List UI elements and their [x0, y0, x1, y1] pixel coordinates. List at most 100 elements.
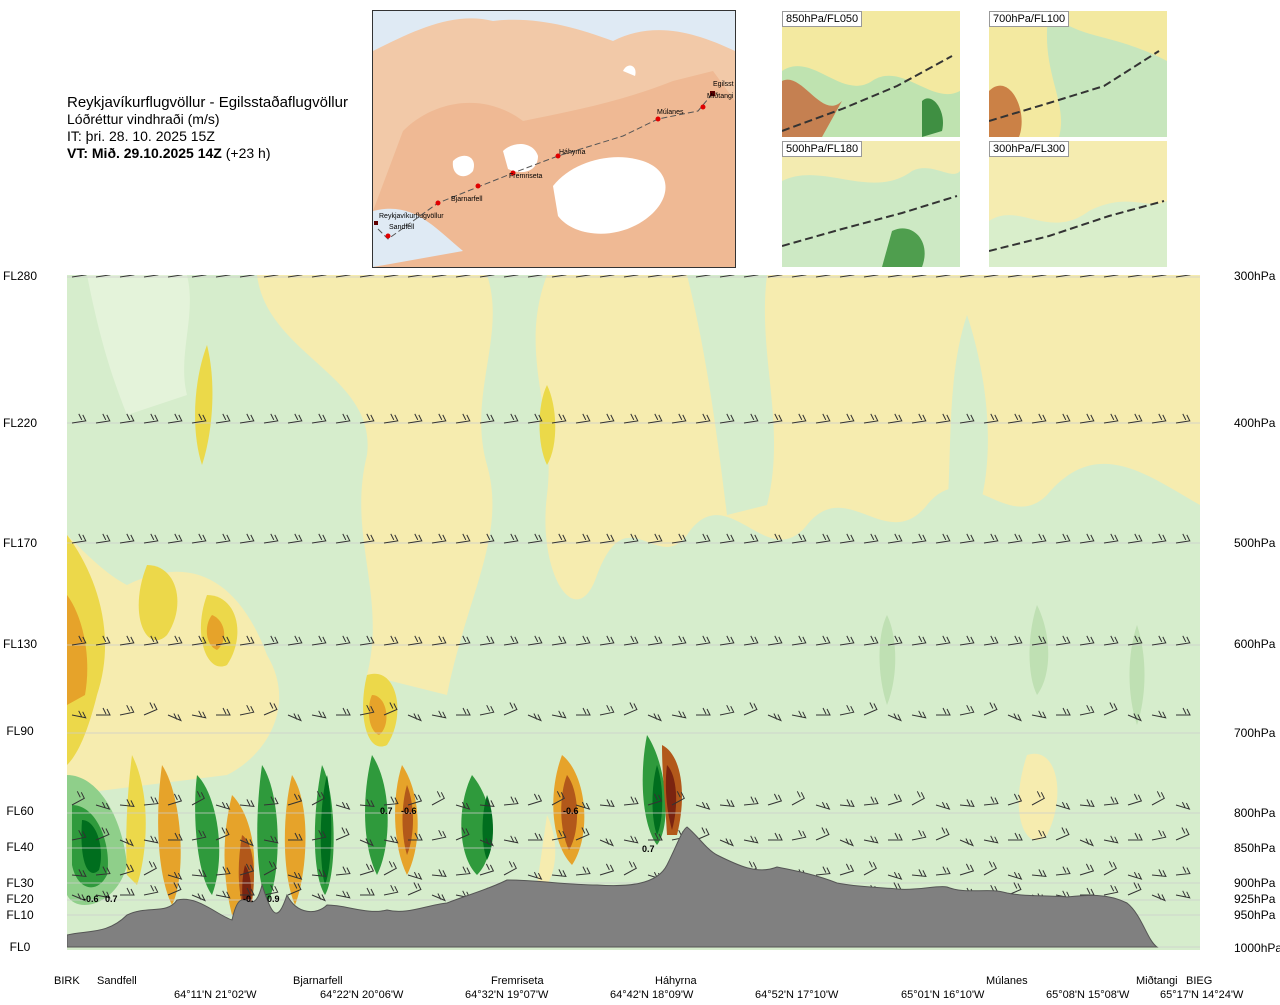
wind-barb-112	[503, 533, 519, 544]
wind-barb-158	[479, 635, 495, 646]
wind-barb-295	[383, 835, 399, 844]
wind-barb-236	[95, 801, 111, 810]
wind-barb-297	[431, 829, 447, 841]
y-tick-fl30: FL30	[6, 876, 34, 890]
wind-barb-111	[479, 533, 495, 544]
wind-barb-330	[95, 866, 111, 876]
wind-barb-4	[167, 275, 183, 278]
x-coord-2: 64°22'N 20°06'W	[320, 989, 404, 1001]
y-tick-700hpa: 700hPa	[1234, 726, 1276, 740]
wind-barb-218	[791, 710, 807, 719]
x-coord-4: 64°42'N 18°09'W	[610, 989, 694, 1001]
wind-barb-137	[1103, 533, 1119, 544]
wind-barb-361	[839, 863, 855, 876]
wind-barb-225	[959, 704, 975, 716]
wind-barb-212	[647, 713, 662, 722]
wind-barb-159	[503, 635, 519, 646]
wind-barb-249	[407, 793, 423, 806]
wind-barb-181	[1031, 635, 1047, 646]
wind-barb-210	[599, 704, 615, 716]
y-tick-925hpa: 925hPa	[1234, 892, 1276, 906]
route-title: Reykjavíkurflugvöllur - Egilsstaðaflugvö…	[67, 94, 348, 111]
wind-barb-237	[119, 799, 135, 807]
wind-barb-219	[816, 707, 831, 716]
wind-barb-245	[311, 791, 325, 806]
wind-barb-138	[1127, 533, 1143, 544]
wind-barb-122	[743, 533, 759, 544]
wind-barb-213	[671, 710, 687, 719]
wind-barb-157	[455, 635, 471, 646]
wind-barb-153	[359, 635, 375, 646]
wind-barb-59	[359, 413, 375, 424]
wind-barb-216	[743, 702, 758, 716]
wind-barb-340	[335, 866, 351, 876]
wind-barb-377	[95, 890, 111, 899]
wind-barb-73	[695, 413, 711, 424]
wind-barb-279	[1127, 793, 1143, 806]
inset-700hpa: 700hPa/FL100	[989, 11, 1167, 137]
wind-barb-272	[959, 799, 975, 807]
wind-barb-134	[1031, 533, 1047, 544]
wind-barb-15	[431, 275, 447, 278]
wind-barb-194	[216, 707, 231, 716]
inset-850hpa: 850hPa/FL050	[782, 11, 960, 137]
wind-barb-384	[263, 884, 279, 896]
wind-barb-190	[119, 704, 135, 716]
y-tick-900hpa: 900hPa	[1234, 876, 1276, 890]
wind-barb-327	[1151, 829, 1167, 841]
wind-barb-29	[767, 275, 783, 278]
wind-barb-338	[287, 871, 303, 880]
value-annotation-7: -0.6	[563, 806, 579, 816]
wind-barb-88	[1055, 413, 1071, 424]
wind-barb-90	[1103, 413, 1119, 424]
wind-barb-177	[935, 635, 951, 646]
valid-time-offset: (+23 h)	[225, 145, 271, 161]
wind-barb-367	[983, 861, 997, 876]
wind-barb-127	[863, 533, 879, 544]
wind-barb-113	[527, 533, 543, 544]
wind-barb-141	[71, 635, 87, 646]
wind-barb-102	[263, 533, 279, 544]
wind-barb-229	[1056, 707, 1071, 716]
wind-barb-115	[575, 533, 591, 544]
wind-barb-81	[887, 413, 903, 424]
wind-barb-296	[408, 832, 423, 841]
wind-barb-191	[143, 702, 158, 716]
wind-barb-104	[311, 533, 327, 544]
wind-barb-373	[1127, 871, 1143, 880]
wind-barb-117	[623, 533, 639, 544]
wind-barb-348	[527, 871, 543, 880]
wind-barb-76	[767, 413, 783, 424]
wind-barb-391	[431, 893, 446, 902]
wind-barb-309	[719, 838, 734, 847]
wind-barb-149	[263, 635, 279, 646]
wind-barb-263	[743, 796, 759, 806]
wind-barb-366	[959, 863, 975, 876]
y-tick-fl60: FL60	[6, 804, 34, 818]
value-annotation-6: -0.6	[401, 806, 417, 816]
x-place-fremriseta: Fremriseta	[491, 975, 544, 987]
wind-barb-96	[119, 533, 135, 544]
wind-barb-337	[263, 861, 277, 876]
wind-barb-152	[335, 635, 351, 646]
wind-barb-306	[648, 832, 663, 841]
wind-barb-118	[647, 533, 663, 544]
wind-barb-79	[839, 413, 855, 424]
wind-barb-319	[959, 838, 974, 847]
value-annotation-4: 0.9	[267, 894, 280, 904]
y-tick-fl20: FL20	[6, 892, 34, 906]
wind-barb-205	[479, 704, 495, 716]
wind-barb-328	[1175, 827, 1190, 841]
wind-barb-324	[1079, 838, 1094, 847]
wind-barb-99	[191, 533, 207, 544]
wind-barb-175	[887, 635, 903, 646]
wind-barb-318	[935, 827, 950, 841]
wind-barb-374	[1151, 869, 1167, 877]
wind-barb-92	[1151, 413, 1167, 424]
wind-barb-101	[239, 533, 255, 544]
wind-barb-360	[815, 866, 831, 876]
wind-barb-48	[95, 413, 111, 424]
wind-barb-94	[71, 533, 87, 544]
wind-barb-179	[983, 635, 999, 646]
wind-barb-250	[431, 791, 445, 806]
